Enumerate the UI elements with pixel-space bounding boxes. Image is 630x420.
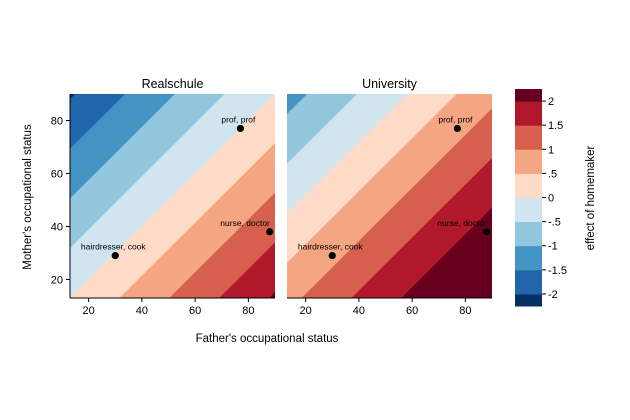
point-label: hairdresser, cook [81,242,146,252]
legend-layer: -2 -1.5 -1 -.5 0 .5 1 1.5 2 effect of homemaker [515,89,597,307]
legend-tick-label: -1.5 [548,265,567,277]
legend-swatch [515,269,542,295]
y-tick-label: 80 [51,115,63,127]
data-point [483,228,491,236]
x-axis-title: Father's occupational status [196,333,339,345]
data-point [328,252,336,260]
y-tick-label: 20 [51,274,63,286]
legend-tick-label: -.5 [548,217,561,229]
contour-band [169,192,275,298]
x-tick-label: 60 [189,305,201,317]
contour-bands [70,94,275,298]
data-point [266,228,274,236]
legend-tick-label: 1.5 [548,120,563,132]
contour-band [269,292,275,298]
legend-swatch [515,173,542,198]
contour-band [301,108,492,298]
legend-tick-label: 2 [548,96,554,108]
x-tick-label: 20 [300,305,312,317]
point-label: prof, prof [438,114,473,124]
contour-band [401,207,492,298]
x-tick-label: 80 [459,305,471,317]
legend-swatch [515,197,542,223]
panel-university: University 20 40 60 80 prof, prof nurse, docto… [287,77,492,317]
point-label: hairdresser, cook [298,242,363,252]
y-tick-label: 60 [51,168,63,180]
data-point [111,252,119,260]
x-tick-label: 80 [242,305,254,317]
legend-tick-label: -1 [548,241,558,253]
data-point [236,124,244,133]
point-label: nurse, doctor [220,218,270,228]
x-tick-label: 60 [406,305,418,317]
data-point [453,124,461,133]
legend-title: effect of homemaker [585,146,597,251]
panel-title: Realschule [142,77,204,91]
contour-band [119,143,275,298]
panel-title: University [362,77,418,91]
legend-swatch [515,89,542,102]
legend-swatch [515,149,542,174]
x-tick-label: 40 [136,305,148,317]
contour-band [351,158,492,298]
panel-realschule: Realschule 20 40 60 80 20 40 60 80 prof, prof nurs… [51,77,275,317]
legend-swatch [515,293,542,307]
point-label: nurse, doctor [437,218,487,228]
legend-swatch [515,221,542,247]
legend-swatch [515,245,542,271]
contour-band [219,242,275,298]
x-tick-label: 20 [83,305,95,317]
x-tick-label: 40 [353,305,365,317]
point-label: prof, prof [221,114,256,124]
contour-band [287,94,492,298]
y-tick-label: 40 [51,221,63,233]
legend-tick-label: .5 [548,168,557,180]
panels-layer: Realschule 20 40 60 80 20 40 60 80 prof, prof nurs… [51,77,492,317]
y-axis-title: Mother's occupational status [22,124,34,270]
contour-bands [287,94,492,298]
legend-tick-label: 0 [548,193,554,205]
legend-swatch [515,125,542,150]
legend-swatch [515,101,542,126]
contour-band [70,94,275,298]
legend-tick-label: 1 [548,144,554,156]
legend-tick-label: -2 [548,289,558,301]
